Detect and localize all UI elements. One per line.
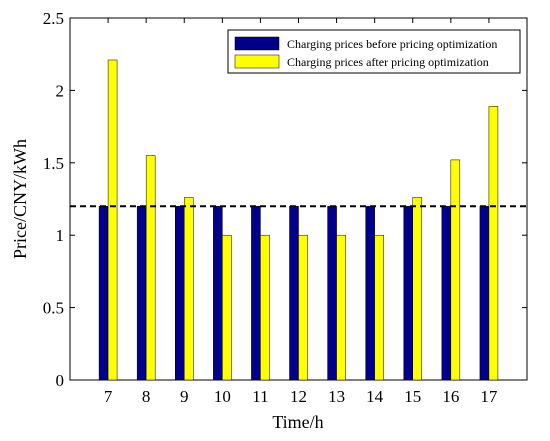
y-tick-label: 2 xyxy=(56,81,65,100)
bar-after xyxy=(260,234,270,381)
bar-before xyxy=(441,205,452,381)
bar-before xyxy=(136,205,147,381)
x-tick-label: 16 xyxy=(442,387,459,406)
x-tick-label: 9 xyxy=(180,387,189,406)
bar-before xyxy=(327,205,337,381)
x-tick-label: 10 xyxy=(214,387,231,406)
bar-before xyxy=(213,205,223,381)
legend-label-after: Charging prices after pricing optimizati… xyxy=(287,55,489,69)
bar-before xyxy=(175,205,185,381)
bar-after xyxy=(374,234,384,381)
y-tick-label: 0 xyxy=(56,371,65,390)
bar-after xyxy=(412,197,422,381)
bar-before xyxy=(98,205,109,381)
x-tick-label: 13 xyxy=(328,387,345,406)
bar-before xyxy=(403,205,413,381)
bar-after xyxy=(184,197,194,381)
x-tick-label: 15 xyxy=(404,387,421,406)
bars xyxy=(98,59,499,381)
bar-before xyxy=(365,205,375,381)
x-tick-label: 12 xyxy=(290,387,307,406)
legend-label-before: Charging prices before pricing optimizat… xyxy=(287,37,497,51)
legend-swatch-before xyxy=(234,36,280,51)
legend-swatch-after xyxy=(234,54,280,69)
y-tick-label: 1 xyxy=(56,226,65,245)
bar-before xyxy=(289,205,299,381)
bar-after xyxy=(222,234,232,381)
y-tick-label: 2.5 xyxy=(43,9,64,28)
x-tick-label: 14 xyxy=(366,387,384,406)
bar-after xyxy=(107,59,118,381)
bar-after xyxy=(488,106,499,381)
y-axis-ticks: 0 0.5 1 1.5 2 2.5 xyxy=(43,9,527,390)
x-tick-label: 17 xyxy=(480,387,498,406)
y-tick-label: 0.5 xyxy=(43,299,64,318)
bar-after xyxy=(298,234,308,381)
bar-before xyxy=(251,205,261,381)
x-tick-label: 7 xyxy=(104,387,113,406)
x-tick-label: 8 xyxy=(142,387,151,406)
bar-after xyxy=(145,155,156,381)
x-axis-title: Time/h xyxy=(272,412,323,432)
bar-before xyxy=(479,205,490,381)
bar-after xyxy=(336,234,346,381)
bar-after xyxy=(450,159,461,381)
legend: Charging prices before pricing optimizat… xyxy=(227,29,521,74)
x-tick-label: 11 xyxy=(252,387,268,406)
y-axis-title: Price/CNY/kWh xyxy=(10,139,30,259)
y-tick-label: 1.5 xyxy=(43,154,64,173)
